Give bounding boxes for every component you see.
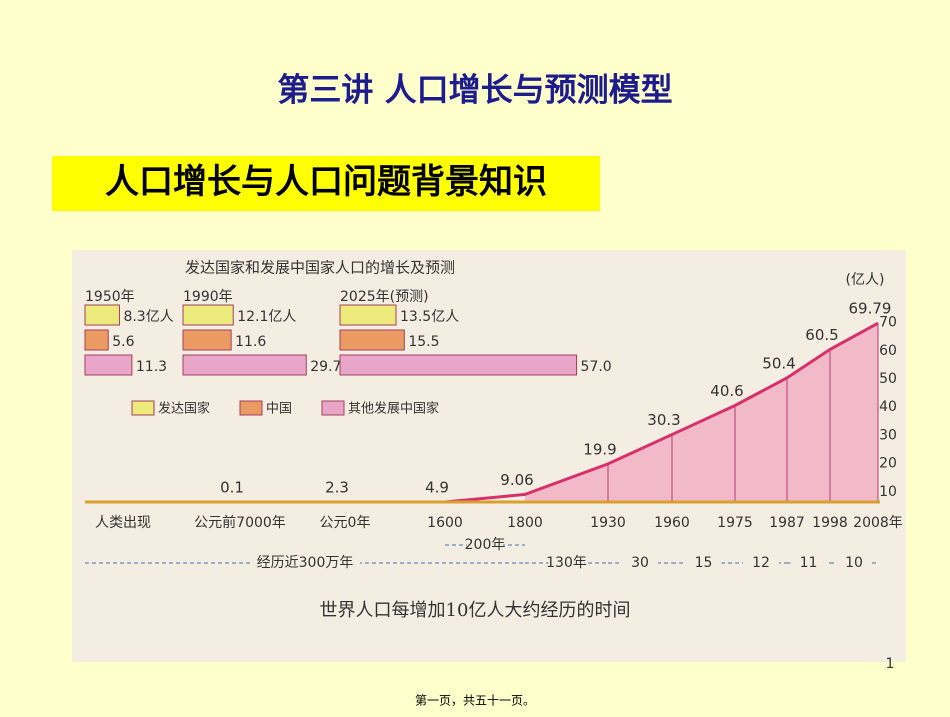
interval-label-bg xyxy=(250,554,360,572)
interval-label: 12 xyxy=(752,555,770,571)
bar xyxy=(182,329,232,351)
bar-label: 13.5亿人 xyxy=(400,309,459,325)
milestone-label: 公元0年 xyxy=(320,515,371,531)
population-label: 9.06 xyxy=(500,471,533,489)
bar xyxy=(339,329,405,351)
axis-tick-label: 30 xyxy=(879,427,897,443)
bar xyxy=(339,304,397,326)
legend-label: 发达国家 xyxy=(158,401,210,417)
interval-label-bg xyxy=(467,536,503,554)
figure-caption: 世界人口每增加10亿人大约经历的时间 xyxy=(320,600,631,621)
population-label: 4.9 xyxy=(425,479,449,497)
bar xyxy=(182,354,307,376)
bar-label: 12.1亿人 xyxy=(237,309,296,325)
interval-label: 30 xyxy=(631,555,649,571)
bar-label: 11.3 xyxy=(136,359,167,375)
bar-label: 57.0 xyxy=(581,359,612,375)
milestone-label: 公元前7000年 xyxy=(194,514,286,531)
slide-number: 1 xyxy=(886,656,895,672)
legend-swatch xyxy=(321,400,345,416)
interval-label: 130年 xyxy=(546,555,587,571)
milestone-label: 人类出现 xyxy=(95,515,151,531)
milestone-label: 1998 xyxy=(812,515,848,531)
milestone-label: 1960 xyxy=(654,515,690,531)
bar-label: 15.5 xyxy=(408,334,439,350)
bar xyxy=(339,354,578,376)
population-label: 30.3 xyxy=(647,411,680,429)
bar xyxy=(84,304,120,326)
axis-tick-label: 70 xyxy=(879,315,897,331)
population-label: 40.6 xyxy=(710,382,743,400)
interval-label-bg xyxy=(743,554,779,572)
population-label: 50.4 xyxy=(762,354,795,372)
slide-title: 第三讲 人口增长与预测模型 xyxy=(277,71,672,109)
interval-label: 11 xyxy=(800,555,818,571)
section-title: 人口增长与人口问题背景知识 xyxy=(105,162,547,202)
interval-label: 15 xyxy=(695,555,713,571)
interval-label-bg xyxy=(622,554,658,572)
interval-label-bg xyxy=(836,554,872,572)
interval-label-bg xyxy=(790,554,827,572)
legend-swatch xyxy=(239,400,263,416)
milestone-label: 2008年 xyxy=(853,515,903,531)
interval-label: 经历近300万年 xyxy=(257,555,354,571)
group-year: 1950年 xyxy=(85,289,135,305)
bar xyxy=(84,329,109,351)
bar xyxy=(84,354,133,376)
axis-tick-label: 60 xyxy=(879,343,897,359)
legend-swatch xyxy=(131,400,155,416)
axis-tick-label: 20 xyxy=(879,456,897,472)
axis-tick-label: 40 xyxy=(879,399,897,415)
bar-label: 5.6 xyxy=(112,334,134,350)
milestone-label: 1600 xyxy=(427,515,463,531)
figure-title: 发达国家和发展中国家人口的增长及预测 xyxy=(185,259,455,277)
figure: 发达国家和发展中国家人口的增长及预测 (亿人) 世界人口每增加10亿人大约经历的… xyxy=(72,250,906,662)
interval-label: 10 xyxy=(845,555,863,571)
footer: 第一页，共五十一页。 xyxy=(415,694,535,708)
bar xyxy=(182,304,234,326)
population-label: 69.79 xyxy=(849,300,892,318)
bar-label: 11.6 xyxy=(235,334,266,350)
unit-label: (亿人) xyxy=(846,272,885,288)
population-label: 19.9 xyxy=(583,440,616,458)
interval-label-bg xyxy=(548,554,585,572)
population-label: 0.1 xyxy=(220,479,244,497)
bar-label: 8.3亿人 xyxy=(123,309,173,325)
milestone-label: 1930 xyxy=(590,515,626,531)
population-label: 60.5 xyxy=(805,326,838,344)
population-label: 2.3 xyxy=(325,479,349,497)
section-highlight xyxy=(52,156,600,211)
milestone-label: 1987 xyxy=(769,515,805,531)
legend-label: 其他发展中国家 xyxy=(348,401,439,417)
legend-label: 中国 xyxy=(266,402,292,417)
bar-label: 29.7 xyxy=(310,359,341,375)
milestone-label: 1975 xyxy=(717,515,753,531)
interval-label: 200年 xyxy=(465,537,506,553)
axis-tick-label: 50 xyxy=(879,371,897,387)
area xyxy=(525,323,878,502)
milestone-label: 1800 xyxy=(507,515,543,531)
axis-tick-label: 10 xyxy=(879,484,897,500)
interval-label-bg xyxy=(685,554,722,572)
group-year: 1990年 xyxy=(183,289,233,305)
group-year: 2025年(预测) xyxy=(340,289,429,305)
